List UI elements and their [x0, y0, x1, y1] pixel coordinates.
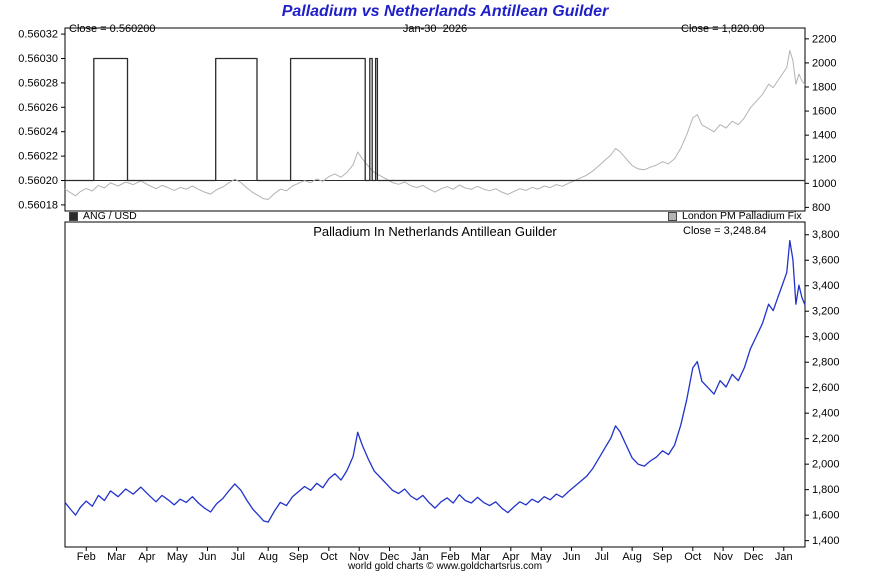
- ang-usd-swatch-icon: [69, 212, 78, 221]
- top-left_axis-tick-label: 0.56026: [18, 102, 58, 114]
- palladium-close-annotation: Close = 1,820.00: [681, 23, 765, 35]
- date-annotation: Jan-30 2026: [402, 23, 468, 35]
- bottom-right_axis-tick-label: 3,400: [812, 280, 840, 292]
- x-axis-month-label: Nov: [349, 551, 369, 563]
- top-right_axis-tick-label: 1600: [812, 106, 836, 118]
- x-axis-month-label: Jul: [231, 551, 245, 563]
- legend-ang-usd-label: ANG / USD: [83, 210, 137, 222]
- bottom-right_axis-tick-label: 1,400: [812, 535, 840, 547]
- bottom-right_axis-tick-label: 1,800: [812, 484, 840, 496]
- x-axis-month-label: Dec: [744, 551, 764, 563]
- x-axis-month-label: Jan: [775, 551, 793, 563]
- x-axis-month-label: Sep: [289, 551, 309, 563]
- legend-ang-usd: ANG / USD: [69, 211, 137, 222]
- top-right_axis-tick-label: 2000: [812, 57, 836, 69]
- bottom-right_axis-tick-label: 3,600: [812, 255, 840, 267]
- x-axis-month-label: Feb: [441, 551, 460, 563]
- top-plot-frame: [64, 27, 806, 212]
- top-right_axis-tick-label: 1400: [812, 130, 836, 142]
- top-left_axis-tick-label: 0.56024: [18, 126, 58, 138]
- x-axis-month-label: Dec: [380, 551, 400, 563]
- x-axis-month-label: Oct: [684, 551, 701, 563]
- x-axis-month-label: Jan: [411, 551, 429, 563]
- bottom-right_axis-tick-label: 2,200: [812, 433, 840, 445]
- bottom-right_axis-tick-label: 1,600: [812, 510, 840, 522]
- x-axis-month-label: Mar: [107, 551, 126, 563]
- bottom-close-annotation: Close = 3,248.84: [683, 225, 767, 237]
- x-axis-month-label: Jun: [199, 551, 217, 563]
- series-ang-usd: [65, 57, 805, 182]
- bottom-right_axis-tick-label: 2,400: [812, 408, 840, 420]
- top-left_axis-tick-label: 0.56032: [18, 29, 58, 41]
- bottom-right_axis-tick-label: 3,200: [812, 306, 840, 318]
- series-london-pm-palladium-fix: [64, 50, 806, 200]
- top-right_axis-tick-label: 2200: [812, 33, 836, 45]
- x-axis-month-label: Apr: [502, 551, 519, 563]
- ang-close-annotation: Close = 0.560200: [69, 23, 156, 35]
- x-axis-month-label: Apr: [138, 551, 155, 563]
- bottom-right_axis-tick-label: 2,600: [812, 382, 840, 394]
- x-axis-month-label: Mar: [471, 551, 490, 563]
- top-right_axis-tick-label: 800: [812, 202, 830, 214]
- bottom-right_axis-tick-label: 3,800: [812, 229, 840, 241]
- x-axis-month-label: Jun: [563, 551, 581, 563]
- x-axis-month-label: Oct: [320, 551, 337, 563]
- bottom-right_axis-tick-label: 3,000: [812, 331, 840, 343]
- x-axis-month-label: Sep: [653, 551, 673, 563]
- series-palladium-in-netherlands-antillean-guilder: [64, 239, 806, 523]
- bottom-right_axis-tick-label: 2,800: [812, 357, 840, 369]
- top-left_axis-tick-label: 0.56030: [18, 53, 58, 65]
- x-axis-month-label: Jul: [595, 551, 609, 563]
- bottom-plot-frame: [64, 221, 806, 548]
- top-left_axis-tick-label: 0.56020: [18, 175, 58, 187]
- top-right_axis-tick-label: 1800: [812, 81, 836, 93]
- page-title: Palladium vs Netherlands Antillean Guild…: [281, 3, 609, 20]
- x-axis-month-label: May: [531, 551, 552, 563]
- top-right_axis-tick-label: 1200: [812, 154, 836, 166]
- bottom-right_axis-tick-label: 2,000: [812, 459, 840, 471]
- footer-credit: world gold charts © www.goldchartsrus.co…: [347, 561, 543, 572]
- legend-palladium-fix: London PM Palladium Fix: [668, 211, 802, 222]
- x-axis-month-label: Aug: [258, 551, 278, 563]
- top-right_axis-tick-label: 1000: [812, 178, 836, 190]
- top-left_axis-tick-label: 0.56028: [18, 77, 58, 89]
- x-axis-month-label: Aug: [622, 551, 642, 563]
- x-axis-month-label: Feb: [77, 551, 96, 563]
- x-axis-month-label: May: [167, 551, 188, 563]
- top-left_axis-tick-label: 0.56018: [18, 199, 58, 211]
- bottom-pane-title: Palladium In Netherlands Antillean Guild…: [313, 224, 557, 239]
- legend-palladium-fix-label: London PM Palladium Fix: [682, 210, 802, 222]
- x-axis-month-label: Nov: [713, 551, 733, 563]
- palladium-fix-swatch-icon: [668, 212, 677, 221]
- top-left_axis-tick-label: 0.56022: [18, 151, 58, 163]
